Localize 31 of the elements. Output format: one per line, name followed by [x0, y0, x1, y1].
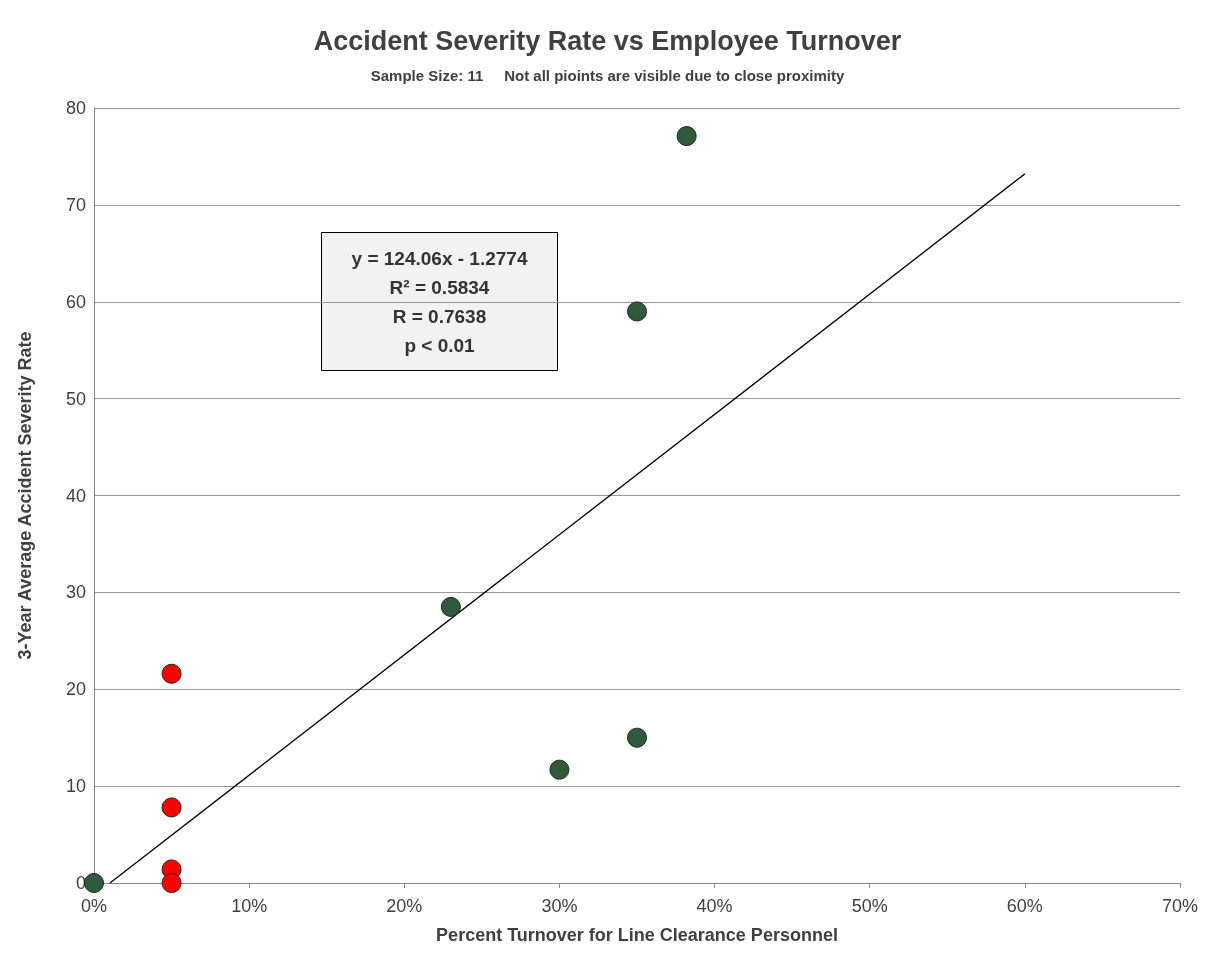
- chart-subtitle: Sample Size: 11 Not all pioints are visible due to close proximity: [370, 67, 845, 84]
- annotation: y = 124.06x - 1.2774 R² = 0.5834 R = 0.7638 p < 0.01: [351, 247, 528, 356]
- x-tick-label: 30%: [541, 896, 578, 916]
- x-axis-title: Percent Turnover for Line Clearance Personnel: [436, 925, 838, 945]
- y-axis-title: 3-Year Average Accident Severity Rate: [15, 331, 35, 660]
- y-tick-label: 10: [65, 776, 86, 797]
- y-tick-label: 0: [75, 873, 86, 893]
- y-tick-label: 70: [65, 194, 86, 215]
- y-tick-label: 30: [65, 582, 86, 603]
- x-tick-label: 50%: [851, 896, 888, 916]
- y-tick-label: 20: [65, 679, 86, 700]
- y-tick-label: 40: [65, 485, 86, 506]
- y-tick-label: 50: [65, 388, 86, 409]
- point: [440, 596, 461, 617]
- x-tick-label: 60%: [1006, 896, 1043, 916]
- y-tick-label: 80: [65, 98, 86, 118]
- point: [627, 301, 647, 322]
- point: [627, 727, 647, 748]
- point: [161, 797, 182, 818]
- x-tick-label: 20%: [386, 896, 423, 916]
- x-tick-label: 0%: [80, 896, 108, 916]
- point: [161, 663, 182, 684]
- x-tick-label: 10%: [231, 896, 268, 916]
- point: [676, 126, 697, 147]
- x-tick-label: 70%: [1161, 896, 1199, 916]
- point: [161, 873, 182, 893]
- y-tick-label: 60: [65, 291, 86, 312]
- chart-title: Accident Severity Rate vs Employee Turnover: [313, 25, 902, 56]
- point: [84, 873, 104, 893]
- point: [549, 759, 570, 780]
- x-tick-label: 40%: [696, 896, 733, 916]
